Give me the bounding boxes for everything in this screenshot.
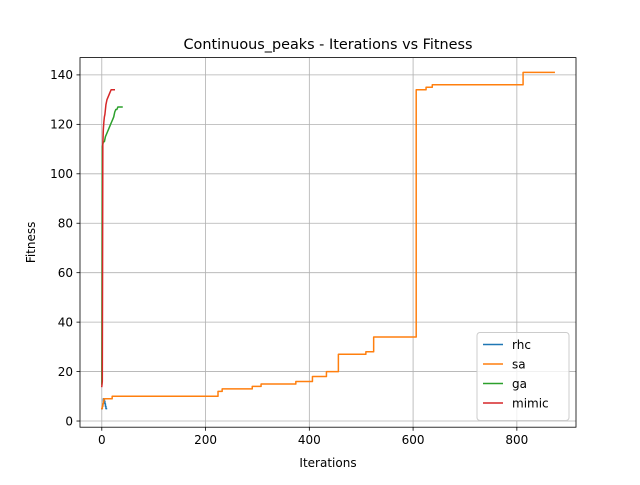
x-axis-label: Iterations — [299, 456, 356, 470]
y-tick-label: 120 — [50, 118, 73, 132]
x-tick-label: 600 — [402, 433, 425, 447]
legend-label-rhc: rhc — [512, 338, 531, 352]
series-line-mimic — [100, 88, 115, 388]
legend-label-mimic: mimic — [512, 396, 549, 410]
y-axis-label: Fitness — [24, 222, 38, 264]
y-tick-label: 100 — [50, 167, 73, 181]
legend: rhc sa ga mimic — [476, 332, 570, 421]
y-tick-label: 20 — [58, 365, 73, 379]
x-tick-label: 0 — [98, 433, 106, 447]
y-tick-label: 40 — [58, 315, 73, 329]
series-line-ga — [101, 106, 123, 385]
legend-label-ga: ga — [512, 377, 527, 391]
legend-label-sa: sa — [512, 357, 526, 371]
y-tick-label: 0 — [65, 414, 73, 428]
x-tick-label: 200 — [194, 433, 217, 447]
chart-title: Continuous_peaks - Iterations vs Fitness — [184, 37, 473, 53]
x-tick-label: 800 — [505, 433, 528, 447]
axes-frame — [79, 57, 577, 428]
x-tick-label: 400 — [298, 433, 321, 447]
y-tick-label: 60 — [58, 266, 73, 280]
legend-box — [476, 332, 570, 421]
series-line-sa — [101, 71, 555, 410]
y-tick-label: 140 — [50, 68, 73, 82]
y-tick-label: 80 — [58, 217, 73, 231]
